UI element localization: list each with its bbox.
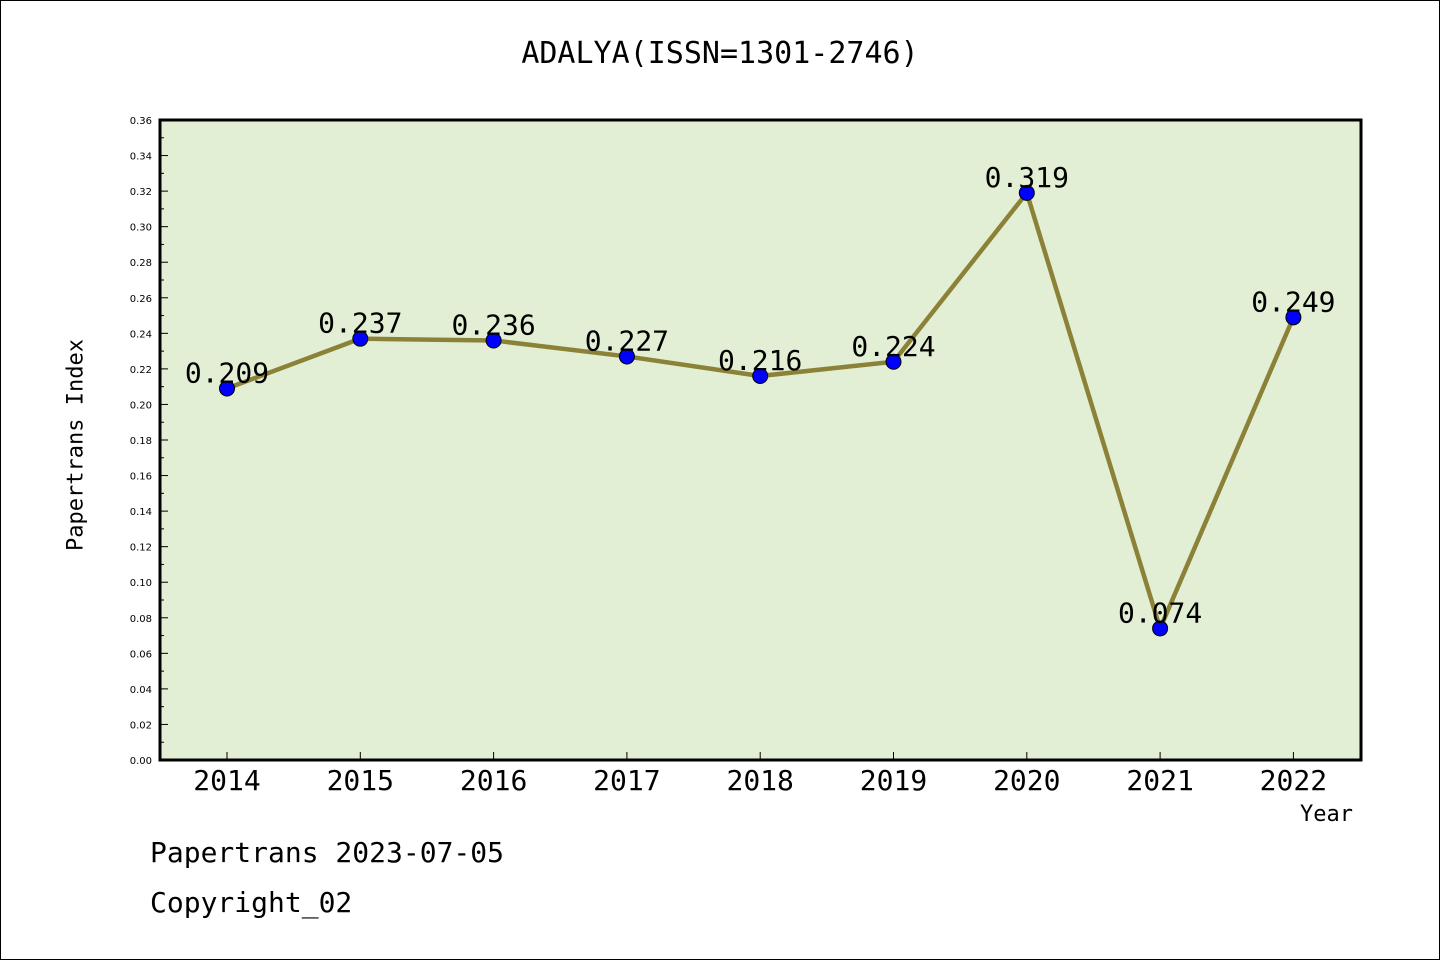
y-tick-label: 0.00 xyxy=(130,756,152,767)
data-label: 0.236 xyxy=(451,308,535,341)
data-label: 0.237 xyxy=(318,307,402,340)
data-label: 0.209 xyxy=(185,356,269,389)
plot-area xyxy=(158,118,1363,762)
y-tick-label: 0.06 xyxy=(130,649,152,660)
y-tick-label: 0.18 xyxy=(130,436,152,447)
chart-title: ADALYA(ISSN=1301-2746) xyxy=(521,36,919,71)
data-point xyxy=(1152,620,1169,637)
y-tick-label: 0.14 xyxy=(130,507,152,518)
y-tick-label: 0.04 xyxy=(130,685,152,696)
y-tick-label: 0.36 xyxy=(130,116,152,127)
data-label: 0.224 xyxy=(851,330,935,363)
series-layer xyxy=(219,184,1302,637)
footer-date: Papertrans 2023-07-05 xyxy=(150,836,505,869)
y-tick-label: 0.26 xyxy=(130,294,152,305)
data-point xyxy=(885,353,902,370)
data-label: 0.216 xyxy=(718,344,802,377)
x-axis-label: Year xyxy=(1300,802,1353,827)
data-label: 0.074 xyxy=(1118,596,1202,629)
y-tick-label: 0.02 xyxy=(130,720,152,731)
data-label-layer: 0.209 0.237 0.236 0.227 0.216 0.224 0.319 0.074… xyxy=(185,161,1336,630)
x-tick-label: 2017 xyxy=(593,764,660,797)
data-label: 0.227 xyxy=(585,324,669,357)
x-tick-label: 2020 xyxy=(993,764,1060,797)
data-point xyxy=(618,348,635,365)
y-tick-label: 0.22 xyxy=(130,365,152,376)
y-tick-label: 0.28 xyxy=(130,258,152,269)
y-tick-label: 0.20 xyxy=(130,400,152,411)
x-tick-label: 2019 xyxy=(860,764,927,797)
y-tick-label: 0.12 xyxy=(130,543,152,554)
y-tick-label: 0.30 xyxy=(130,223,152,234)
y-tick-label: 0.10 xyxy=(130,578,152,589)
data-point xyxy=(352,330,369,347)
y-tick-label: 0.34 xyxy=(130,152,152,163)
x-tick-label: 2016 xyxy=(460,764,527,797)
x-tick-label: 2015 xyxy=(327,764,394,797)
y-tick-label: 0.24 xyxy=(130,329,152,340)
y-tick-label: 0.32 xyxy=(130,187,152,198)
x-tick-label: 2021 xyxy=(1126,764,1193,797)
data-point xyxy=(219,380,235,397)
y-tick-label: 0.08 xyxy=(130,614,152,625)
x-tick-label: 2014 xyxy=(193,764,260,797)
y-tick-label: 0.16 xyxy=(130,472,152,483)
data-point xyxy=(1285,309,1302,326)
data-point xyxy=(752,368,769,384)
data-point xyxy=(1018,184,1035,201)
data-label: 0.249 xyxy=(1251,285,1335,318)
x-tick-label: 2022 xyxy=(1260,764,1327,797)
data-point xyxy=(485,332,502,349)
footer-copyright: Copyright_02 xyxy=(150,886,353,919)
x-axis: 2014 2015 2016 2017 2018 2019 2020 2021 2022 xyxy=(193,752,1327,797)
x-tick-label: 2018 xyxy=(726,764,793,797)
y-axis: 0.00 0.02 0.04 0.06 0.08 0.10 0.12 0.14 0.16 0.18… xyxy=(130,116,168,767)
data-label: 0.319 xyxy=(985,161,1069,194)
